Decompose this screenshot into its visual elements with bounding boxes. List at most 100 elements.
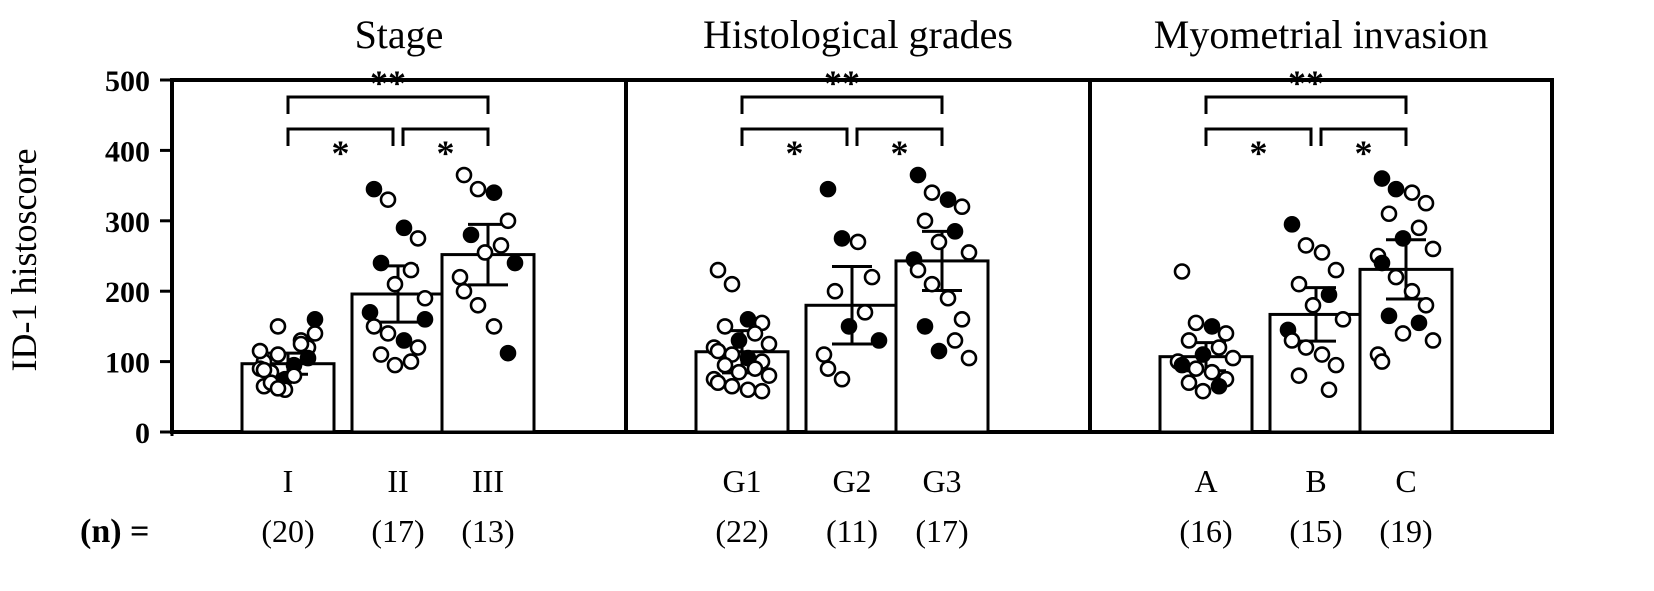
data-point-filled xyxy=(1394,230,1412,247)
data-point-open xyxy=(1210,339,1228,356)
data-point-filled xyxy=(365,180,383,198)
data-point-open xyxy=(455,166,473,184)
data-point-open xyxy=(826,282,844,300)
data-point-open xyxy=(909,261,927,279)
significance-label: * xyxy=(1355,133,1373,173)
significance-bracket xyxy=(740,127,849,146)
category-label: A xyxy=(1194,463,1217,499)
y-tick-label: 400 xyxy=(105,135,150,168)
panel-title: Histological grades xyxy=(703,12,1013,57)
data-point-filled xyxy=(739,311,757,328)
category-label: II xyxy=(387,463,408,499)
significance-bracket xyxy=(855,127,944,146)
data-point-open xyxy=(1187,360,1205,377)
data-point-open xyxy=(939,289,957,307)
data-point-open xyxy=(492,237,510,254)
data-point-open xyxy=(760,367,778,384)
data-point-open xyxy=(960,244,978,261)
n-label: (16) xyxy=(1179,513,1232,549)
n-label: (19) xyxy=(1379,513,1432,549)
data-point-filled xyxy=(1373,254,1391,272)
significance-bracket xyxy=(1204,127,1313,146)
data-point-open xyxy=(833,370,851,388)
y-tick-label: 500 xyxy=(105,65,150,98)
data-point-filled xyxy=(730,332,748,349)
data-point-filled xyxy=(930,342,948,360)
data-point-filled xyxy=(485,184,503,201)
data-point-open xyxy=(1313,244,1331,261)
data-point-open xyxy=(953,311,971,328)
data-point-open xyxy=(746,325,764,342)
data-point-open xyxy=(1320,381,1338,399)
data-point-open xyxy=(451,268,469,286)
data-point-open xyxy=(269,318,287,335)
data-point-open xyxy=(1297,237,1315,254)
category-label: C xyxy=(1395,463,1416,499)
data-point-filled xyxy=(909,166,927,184)
n-label: (11) xyxy=(826,513,878,549)
data-point-open xyxy=(1403,184,1421,201)
data-point-open xyxy=(409,230,427,247)
data-point-open xyxy=(1417,194,1435,212)
data-point-open xyxy=(916,212,934,230)
significance-bracket xyxy=(740,95,944,114)
data-point-open xyxy=(1327,261,1345,279)
y-tick-label: 200 xyxy=(105,276,150,309)
data-point-open xyxy=(1394,325,1412,342)
data-point-open xyxy=(1180,374,1198,392)
data-point-open xyxy=(306,325,324,342)
data-point-open xyxy=(953,198,971,216)
category-label: G1 xyxy=(722,463,761,499)
data-point-open xyxy=(753,382,771,400)
data-point-open xyxy=(1387,268,1405,286)
panel-title: Myometrial invasion xyxy=(1154,12,1488,57)
data-point-open xyxy=(1187,314,1205,332)
significance-bracket xyxy=(1319,127,1408,146)
data-point-open xyxy=(1313,346,1331,363)
significance-label: * xyxy=(786,133,804,173)
data-point-open xyxy=(746,360,764,377)
data-point-filled xyxy=(395,332,413,349)
data-point-filled xyxy=(833,230,851,247)
data-point-open xyxy=(960,349,978,367)
y-axis-label: ID-1 histoscore xyxy=(4,149,44,372)
data-point-filled xyxy=(870,332,888,349)
data-point-filled xyxy=(1203,318,1221,335)
data-point-open xyxy=(709,342,727,360)
data-point-open xyxy=(1304,296,1322,314)
category-label: B xyxy=(1305,463,1326,499)
data-point-open xyxy=(476,244,494,261)
data-point-filled xyxy=(1283,216,1301,233)
data-point-filled xyxy=(1320,286,1338,304)
data-point-filled xyxy=(946,223,964,240)
data-point-filled xyxy=(416,311,434,328)
n-label: (20) xyxy=(261,513,314,549)
y-tick-label: 300 xyxy=(105,206,150,239)
data-point-filled xyxy=(361,304,379,321)
data-point-open xyxy=(1173,263,1191,280)
significance-bracket xyxy=(401,127,490,146)
n-prefix-label: (n) = xyxy=(80,513,149,550)
data-point-open xyxy=(819,360,837,377)
data-point-filled xyxy=(1173,356,1191,374)
data-point-filled xyxy=(1387,180,1405,198)
data-point-open xyxy=(1380,205,1398,223)
y-axis: 0 100 200 300 400 500 xyxy=(105,65,174,450)
data-point-filled xyxy=(939,191,957,208)
data-point-open xyxy=(1403,282,1421,300)
significance-bracket xyxy=(286,127,395,146)
data-point-filled xyxy=(916,318,934,335)
data-point-filled xyxy=(1194,346,1212,363)
data-point-open xyxy=(1217,325,1235,342)
data-point-open xyxy=(1373,353,1391,370)
data-point-open xyxy=(485,318,503,335)
data-point-open xyxy=(1290,367,1308,384)
data-point-open xyxy=(285,367,303,384)
data-point-filled xyxy=(306,311,324,328)
data-point-open xyxy=(1334,311,1352,328)
data-point-filled xyxy=(462,226,480,244)
